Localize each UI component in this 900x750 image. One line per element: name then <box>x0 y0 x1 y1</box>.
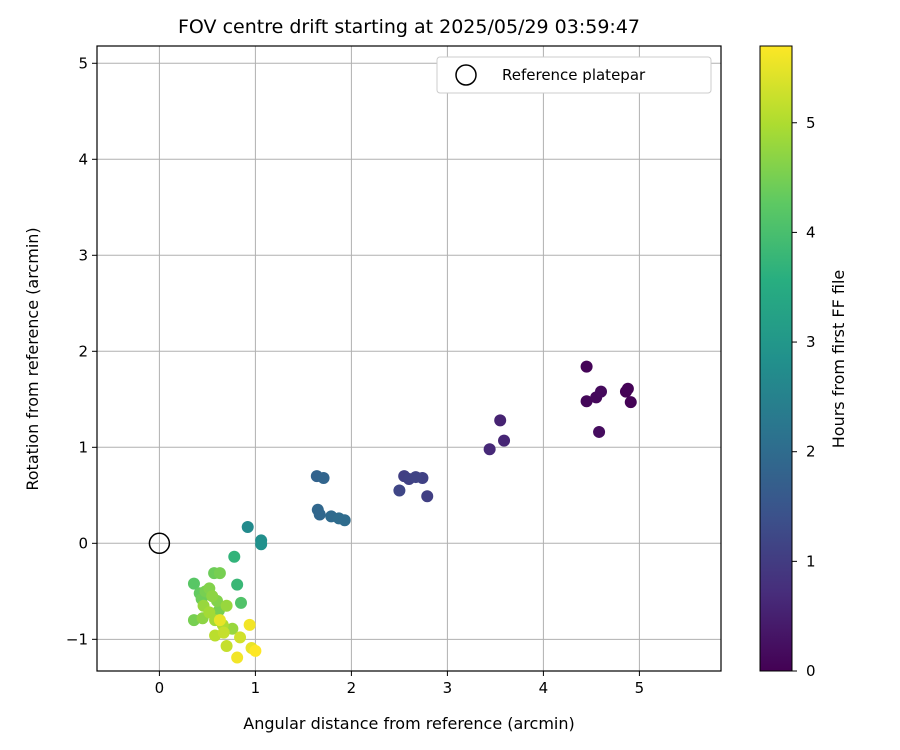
y-tick-label: 2 <box>78 342 88 360</box>
chart-title: FOV centre drift starting at 2025/05/29 … <box>178 16 640 38</box>
x-tick-label: 1 <box>251 679 261 697</box>
data-point <box>595 385 607 398</box>
colorbar-ticks: 0 1 2 3 4 5 <box>792 114 816 680</box>
x-tick-label: 0 <box>155 679 165 697</box>
x-ticks: 0 1 2 3 4 5 <box>155 671 645 697</box>
data-point <box>580 395 593 408</box>
data-point <box>231 651 244 664</box>
data-point <box>213 567 226 580</box>
data-point <box>317 472 330 485</box>
colorbar-tick-label: 4 <box>806 223 816 241</box>
x-tick-label: 4 <box>539 679 549 697</box>
legend-label: Reference platepar <box>502 66 646 84</box>
data-point <box>255 538 268 551</box>
x-tick-label: 3 <box>443 679 453 697</box>
y-axis-label: Rotation from reference (arcmin) <box>23 227 42 490</box>
data-point <box>621 382 634 395</box>
y-tick-label: 3 <box>78 246 88 264</box>
x-axis-label: Angular distance from reference (arcmin) <box>243 714 574 733</box>
data-point <box>580 360 593 373</box>
colorbar-tick-label: 2 <box>806 443 816 461</box>
y-tick-label: 5 <box>78 54 88 72</box>
x-tick-label: 5 <box>635 679 645 697</box>
data-point <box>231 578 244 591</box>
data-point <box>593 425 606 438</box>
data-point <box>241 520 254 533</box>
data-point <box>624 396 637 409</box>
legend-box <box>436 56 712 94</box>
colorbar-tick-label: 3 <box>806 333 816 351</box>
data-point <box>213 614 226 627</box>
data-point <box>409 471 422 484</box>
legend-reference-marker <box>455 64 477 86</box>
plot-frame <box>96 45 722 672</box>
data-point <box>243 618 256 631</box>
colorbar-label: Hours from first FF file <box>829 270 848 449</box>
reference-marker <box>148 532 171 555</box>
data-point <box>338 514 351 527</box>
data-point <box>220 640 233 653</box>
colorbar-tick-label: 1 <box>806 552 816 570</box>
colorbar <box>759 45 793 672</box>
data-point <box>393 484 406 497</box>
data-point <box>313 508 326 521</box>
colorbar-tick-label: 5 <box>806 114 816 132</box>
y-tick-label: −1 <box>66 630 88 648</box>
data-point <box>228 550 241 563</box>
data-point <box>217 626 230 639</box>
colorbar-tick-label: 0 <box>806 662 816 680</box>
grid <box>97 46 721 671</box>
data-point <box>483 443 496 456</box>
data-point <box>234 631 247 644</box>
y-tick-label: 4 <box>78 150 88 168</box>
x-tick-label: 2 <box>347 679 357 697</box>
y-tick-label: 0 <box>78 534 88 552</box>
data-point <box>249 644 262 657</box>
data-point <box>235 596 247 609</box>
data-point <box>187 577 200 590</box>
data-point <box>498 434 511 447</box>
legend: Reference platepar <box>436 56 712 94</box>
data-point <box>206 590 219 603</box>
y-ticks: −1 0 1 2 3 4 5 <box>66 54 97 648</box>
data-point <box>421 490 434 503</box>
data-point <box>220 599 233 612</box>
data-points <box>187 360 637 664</box>
y-tick-label: 1 <box>78 438 88 456</box>
data-point <box>494 414 507 427</box>
